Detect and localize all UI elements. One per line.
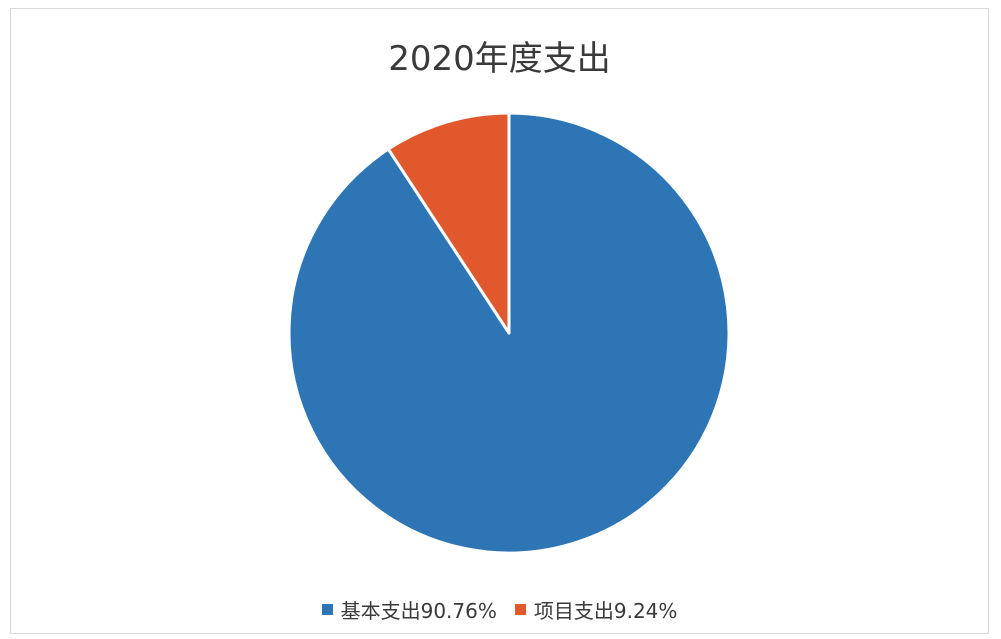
- legend-item-project: 项目支出9.24%: [514, 595, 678, 624]
- pie-chart: [287, 111, 731, 555]
- pie-slice-project: [386, 111, 511, 335]
- legend-swatch-basic: [321, 604, 333, 615]
- chart-title: 2020年度支出: [388, 39, 611, 79]
- legend-item-basic: 基本支出90.76%: [321, 595, 497, 624]
- legend-label-project: 项目支出9.24%: [533, 599, 678, 623]
- legend-label-basic: 基本支出90.76%: [340, 599, 497, 623]
- chart-area: 2020年度支出 基本支出90.76% 项目支出9.24%: [10, 8, 989, 634]
- legend: 基本支出90.76% 项目支出9.24%: [11, 595, 988, 624]
- legend-swatch-project: [514, 604, 526, 615]
